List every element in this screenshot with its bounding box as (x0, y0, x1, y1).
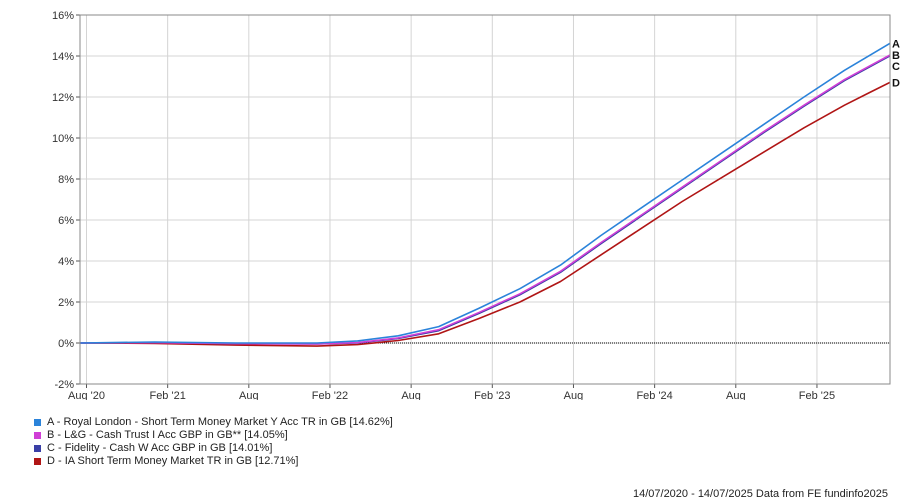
series-line-d[interactable] (79, 81, 891, 347)
y-tick-label: 4% (58, 256, 74, 268)
series-line-c[interactable] (79, 55, 891, 345)
y-tick-label: 2% (58, 297, 74, 309)
y-tick-label: 14% (52, 51, 74, 63)
y-tick-label: 0% (58, 338, 74, 350)
x-tick-label: Aug '20 (68, 390, 105, 400)
legend-swatch-d (34, 458, 41, 465)
series-line-b[interactable] (79, 54, 891, 345)
legend-item-a[interactable]: A - Royal London - Short Term Money Mark… (34, 416, 393, 429)
series-lines (79, 42, 891, 347)
y-tick-label: 12% (52, 92, 74, 104)
legend-label-a: A - Royal London - Short Term Money Mark… (47, 416, 393, 428)
legend: A - Royal London - Short Term Money Mark… (34, 416, 393, 468)
series-end-label-d: D (892, 77, 900, 89)
source-footer: 14/07/2020 - 14/07/2025 Data from FE fun… (632, 488, 888, 500)
legend-label-d: D - IA Short Term Money Market TR in GB … (47, 455, 299, 467)
x-tick-label: Aug (726, 390, 746, 400)
y-tick-label: 10% (52, 133, 74, 145)
x-tick-label: Feb '22 (312, 390, 348, 400)
series-line-a[interactable] (79, 42, 891, 344)
series-end-label-a: A (892, 38, 900, 50)
line-chart: -2% 0% 2% 4% 6% 8% 10% 12% 14% 16% Aug '20 Feb '21… (52, 10, 900, 400)
y-tick-label: 8% (58, 174, 74, 186)
plot-frame (79, 14, 891, 385)
y-tick-label: -2% (54, 379, 74, 391)
y-axis: -2% 0% 2% 4% 6% 8% 10% 12% 14% 16% (52, 10, 80, 391)
x-tick-label: Aug (401, 390, 421, 400)
legend-swatch-a (34, 419, 41, 426)
legend-swatch-b (34, 432, 41, 439)
y-tick-label: 6% (58, 215, 74, 227)
grid (80, 14, 890, 385)
legend-item-c[interactable]: C - Fidelity - Cash W Acc GBP in GB [14.… (34, 442, 393, 455)
x-tick-label: Feb '25 (799, 390, 835, 400)
legend-label-b: B - L&G - Cash Trust I Acc GBP in GB** [… (47, 429, 288, 441)
legend-item-d[interactable]: D - IA Short Term Money Market TR in GB … (34, 455, 393, 468)
x-tick-label: Feb '21 (149, 390, 185, 400)
x-tick-label: Aug (239, 390, 259, 400)
legend-label-c: C - Fidelity - Cash W Acc GBP in GB [14.… (47, 442, 273, 454)
x-axis: Aug '20 Feb '21 Aug Feb '22 Aug Feb '23 Aug Feb… (68, 384, 835, 400)
legend-item-b[interactable]: B - L&G - Cash Trust I Acc GBP in GB** [… (34, 429, 393, 442)
y-tick-label: 16% (52, 10, 74, 22)
legend-swatch-c (34, 445, 41, 452)
x-tick-label: Aug (564, 390, 584, 400)
series-end-label-c: C (892, 61, 900, 73)
x-tick-label: Feb '24 (636, 390, 672, 400)
x-tick-label: Feb '23 (474, 390, 510, 400)
series-end-label-b: B (892, 50, 900, 62)
